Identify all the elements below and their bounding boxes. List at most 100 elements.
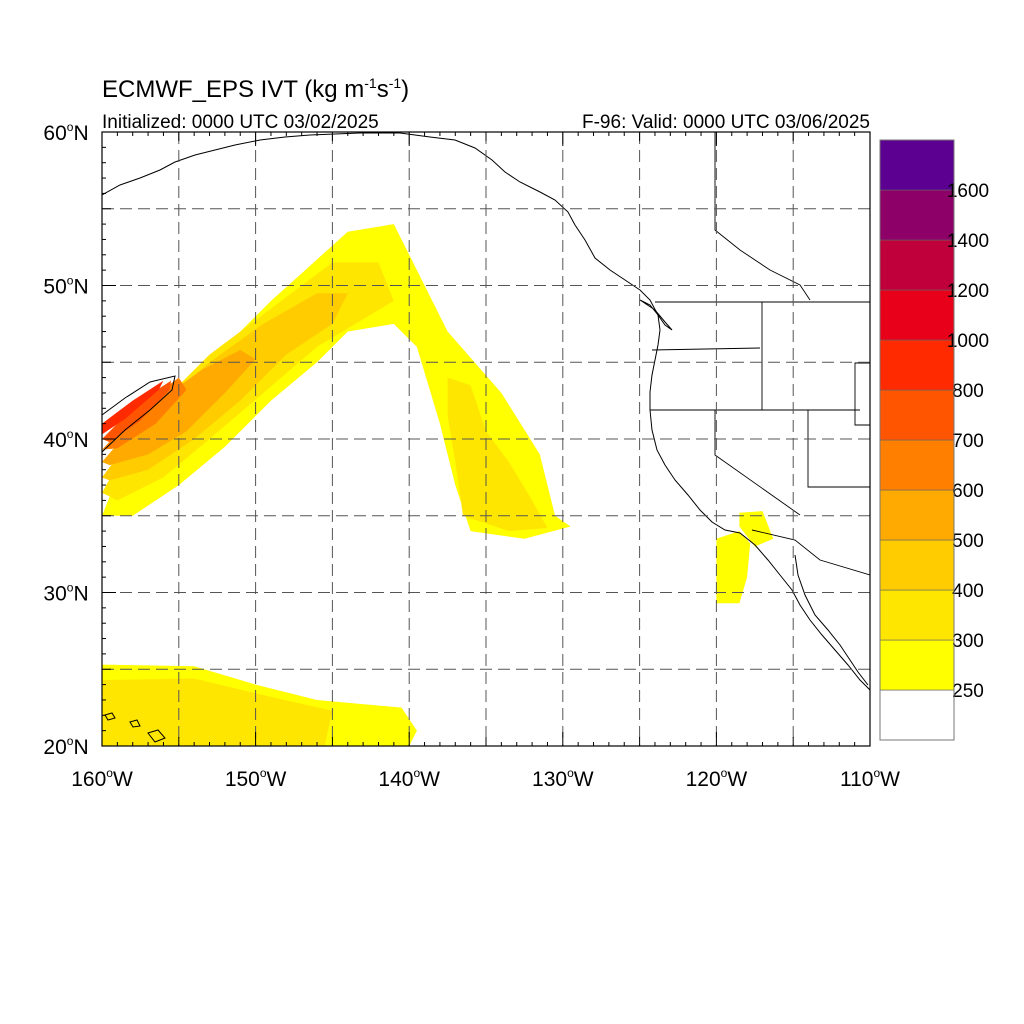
- mexico-border: [751, 529, 870, 576]
- axis-labels: 160oW 150oW 140oW 130oW 120oW 110oW60oN50oN40…: [43, 120, 900, 791]
- title-mid: s: [377, 76, 389, 103]
- colorbar-box: [879, 489, 955, 541]
- hemisphere: W: [880, 768, 900, 791]
- x-tick-label: 160oW: [71, 766, 133, 791]
- colorbar-label: 1400: [947, 231, 989, 252]
- x-tick-label: 150oW: [225, 766, 287, 791]
- bc-coast: [574, 224, 661, 331]
- ar-main-800: [102, 380, 164, 435]
- y-tick-label: 40oN: [43, 427, 88, 452]
- colorbar-box: [879, 289, 955, 341]
- colorbar-box: [879, 589, 955, 641]
- alaska-coast: [102, 132, 576, 226]
- x-tick-label: 130oW: [532, 766, 594, 791]
- degree-mark: o: [67, 734, 74, 748]
- hemisphere: N: [73, 429, 88, 452]
- degree-mark: o: [413, 766, 420, 780]
- x-tick-value: 150: [225, 768, 260, 791]
- degree-mark: o: [67, 274, 74, 288]
- x-tick-value: 140: [378, 768, 413, 791]
- colorbar-label: 1600: [947, 181, 989, 202]
- vancouver-island: [639, 299, 673, 331]
- hemisphere: N: [73, 736, 88, 759]
- degree-mark: o: [567, 766, 574, 780]
- colorbar-label: 300: [952, 631, 984, 652]
- x-tick-label: 110oW: [840, 766, 900, 791]
- degree-mark: o: [67, 427, 74, 441]
- colorbar: 250 300 400 500 600 700 800 1000 1200 1400 1600: [879, 139, 989, 741]
- hawaii-islands: [104, 712, 166, 743]
- colorbar-label: 800: [952, 381, 984, 402]
- hemisphere: N: [73, 276, 88, 299]
- colorbar-box: [879, 139, 955, 191]
- hemisphere: W: [420, 768, 440, 791]
- x-tick-value: 120: [686, 768, 721, 791]
- colorbar-frame: [879, 139, 955, 741]
- hemisphere: W: [113, 768, 133, 791]
- hemisphere: N: [73, 122, 88, 145]
- colorbar-label: 700: [952, 431, 984, 452]
- colorbar-label: 600: [952, 481, 984, 502]
- subtitle-initialized: Initialized: 0000 UTC 03/02/2025: [102, 112, 379, 133]
- colorbar-label: 1200: [947, 281, 989, 302]
- degree-mark: o: [67, 581, 74, 595]
- colorbar-label: 250: [952, 681, 984, 702]
- ca-nv-border: [714, 410, 801, 516]
- hemisphere: W: [574, 768, 594, 791]
- x-tick-value: 130: [532, 768, 567, 791]
- graticule: [102, 132, 870, 746]
- x-tick-label: 140oW: [378, 766, 440, 791]
- hawaii-band-300: [102, 678, 333, 746]
- hemisphere: N: [73, 583, 88, 606]
- title-sup2: -1: [389, 75, 402, 91]
- y-tick-value: 60: [43, 122, 66, 145]
- colorbar-box: [879, 539, 955, 591]
- x-tick-value: 160: [71, 768, 106, 791]
- y-tick-value: 40: [43, 429, 66, 452]
- hemisphere: W: [267, 768, 287, 791]
- ar-main-250: [102, 224, 571, 539]
- subtitle-valid: F-96: Valid: 0000 UTC 03/06/2025: [582, 112, 870, 133]
- y-tick-value: 30: [43, 583, 66, 606]
- socal-blob-250: [716, 531, 751, 604]
- degree-mark: o: [873, 766, 880, 780]
- y-tick-value: 50: [43, 276, 66, 299]
- socal-blob2-250: [739, 511, 774, 547]
- colorbar-label: 500: [952, 531, 984, 552]
- ar-contour-800: [102, 375, 176, 453]
- colorbar-label: 1000: [947, 331, 989, 352]
- axis-ticks: [101, 131, 871, 747]
- title-end: ): [401, 76, 409, 103]
- title-main: ECMWF_EPS IVT (kg m: [102, 76, 364, 103]
- ar-main-700: [102, 380, 172, 443]
- colorbar-box: [879, 239, 955, 291]
- y-tick-label: 60oN: [43, 120, 88, 145]
- colorbar-box-below: [879, 689, 955, 741]
- title-sup1: -1: [364, 75, 377, 91]
- baja-coast: [794, 554, 869, 686]
- ar-tail-300: [447, 377, 548, 532]
- colorbar-label: 400: [952, 581, 984, 602]
- nv-ut-border: [807, 410, 870, 488]
- y-tick-label: 20oN: [43, 734, 88, 759]
- alaska-canada-border: [714, 132, 811, 301]
- colorbar-box: [879, 639, 955, 691]
- wa-or-border: [651, 347, 761, 351]
- political-borders: [650, 132, 870, 576]
- y-tick-value: 20: [43, 736, 66, 759]
- x-tick-value: 110: [840, 768, 873, 791]
- y-tick-label: 50oN: [43, 274, 88, 299]
- us-west-coast: [649, 329, 870, 691]
- degree-mark: o: [67, 120, 74, 134]
- degree-mark: o: [721, 766, 728, 780]
- hemisphere: W: [727, 768, 747, 791]
- colorbar-box: [879, 339, 955, 391]
- colorbar-box: [879, 389, 955, 441]
- colorbar-box: [879, 439, 955, 491]
- degree-mark: o: [260, 766, 267, 780]
- x-tick-label: 120oW: [686, 766, 748, 791]
- y-tick-label: 30oN: [43, 581, 88, 606]
- chart-title: ECMWF_EPS IVT (kg m-1s-1): [102, 75, 409, 103]
- degree-mark: o: [106, 766, 113, 780]
